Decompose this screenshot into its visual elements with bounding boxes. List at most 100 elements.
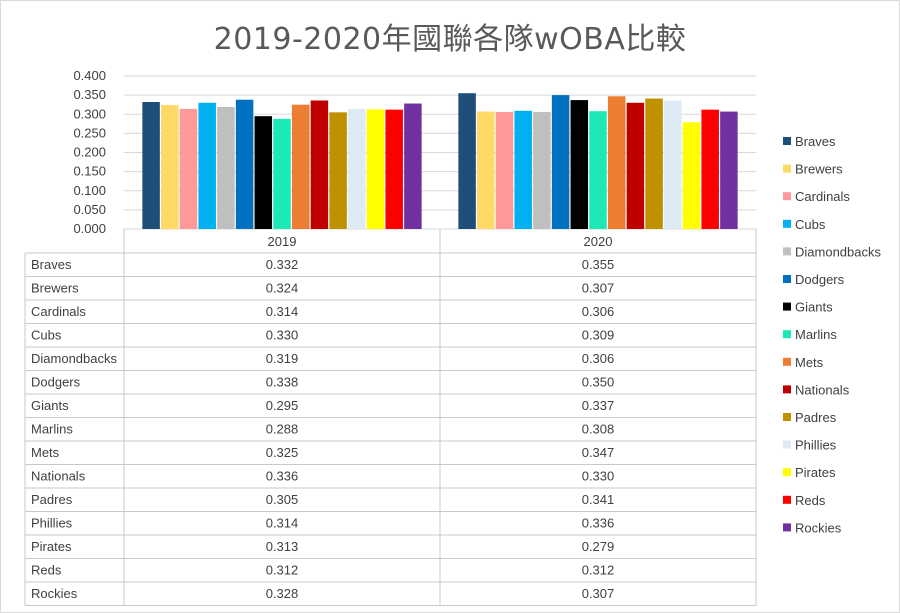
data-label: 0.295 xyxy=(266,398,299,413)
legend-swatch xyxy=(783,495,791,504)
legend-label: Reds xyxy=(795,493,826,508)
data-label: 0.312 xyxy=(266,563,299,578)
table-row-label: Pirates xyxy=(31,539,72,554)
bar xyxy=(607,96,626,230)
table-row-label: Padres xyxy=(31,492,73,507)
bar xyxy=(291,104,310,229)
legend-swatch xyxy=(783,330,791,339)
y-tick-label: 0.050 xyxy=(73,202,106,217)
data-label: 0.330 xyxy=(582,469,615,484)
data-label: 0.332 xyxy=(266,257,299,272)
data-label: 0.319 xyxy=(266,351,299,366)
bar xyxy=(551,95,570,229)
bar xyxy=(570,100,589,229)
x-tick-label: 2020 xyxy=(584,234,613,249)
legend-label: Cubs xyxy=(795,217,826,232)
bar xyxy=(626,102,645,229)
bar xyxy=(329,112,347,229)
data-label: 0.314 xyxy=(266,304,299,319)
bar xyxy=(701,109,719,229)
chart-title: 2019-2020年國聯各隊wOBA比較 xyxy=(213,22,687,57)
table-row-label: Dodgers xyxy=(31,375,81,390)
data-label: 0.314 xyxy=(266,516,299,531)
bar xyxy=(198,102,216,229)
y-tick-label: 0.100 xyxy=(73,183,106,198)
table-row-label: Diamondbacks xyxy=(31,351,117,366)
bar xyxy=(589,111,607,229)
data-label: 0.308 xyxy=(582,422,615,437)
data-label: 0.328 xyxy=(266,586,299,601)
data-label: 0.306 xyxy=(582,351,615,366)
bar xyxy=(235,99,254,229)
legend-label: Padres xyxy=(795,410,837,425)
legend-label: Cardinals xyxy=(795,189,850,204)
y-tick-label: 0.300 xyxy=(73,106,106,121)
bar xyxy=(645,98,663,229)
legend-label: Rockies xyxy=(795,520,842,535)
legend-label: Pirates xyxy=(795,465,836,480)
data-label: 0.312 xyxy=(582,563,615,578)
legend-swatch xyxy=(783,192,791,201)
bar xyxy=(720,111,738,229)
bar xyxy=(385,109,403,229)
y-tick-label: 0.400 xyxy=(73,68,106,83)
bar xyxy=(179,108,198,229)
bar xyxy=(514,110,532,229)
data-label: 0.305 xyxy=(266,492,299,507)
legend-swatch xyxy=(783,440,791,449)
bar xyxy=(366,109,385,229)
legend-swatch xyxy=(783,523,791,532)
legend-label: Diamondbacks xyxy=(795,244,881,259)
legend-label: Brewers xyxy=(795,162,843,177)
bar xyxy=(142,102,160,229)
table-row-label: Cubs xyxy=(31,328,62,343)
legend-swatch xyxy=(783,302,791,311)
bar xyxy=(404,103,422,229)
legend-label: Mets xyxy=(795,355,824,370)
bar xyxy=(495,111,514,229)
bar xyxy=(664,100,682,229)
bar xyxy=(533,111,551,229)
table-row-label: Phillies xyxy=(31,516,73,531)
data-label: 0.355 xyxy=(582,257,615,272)
data-label: 0.288 xyxy=(266,422,299,437)
data-label: 0.347 xyxy=(582,445,615,460)
bar xyxy=(310,100,329,229)
table-row-label: Marlins xyxy=(31,422,73,437)
data-label: 0.336 xyxy=(582,516,615,531)
bar xyxy=(682,122,701,229)
table-row-label: Braves xyxy=(31,257,72,272)
bar xyxy=(458,93,476,230)
data-label: 0.350 xyxy=(582,375,615,390)
legend-swatch xyxy=(783,357,791,366)
table-row-label: Brewers xyxy=(31,281,79,296)
legend-swatch xyxy=(783,247,791,256)
bar xyxy=(254,116,273,229)
legend-label: Braves xyxy=(795,134,836,149)
table-row-label: Rockies xyxy=(31,586,78,601)
bar xyxy=(161,105,179,229)
data-label: 0.325 xyxy=(266,445,299,460)
legend-label: Giants xyxy=(795,300,833,315)
y-tick-label: 0.000 xyxy=(73,221,106,236)
data-label: 0.336 xyxy=(266,469,299,484)
legend-swatch xyxy=(783,413,791,421)
data-label: 0.324 xyxy=(266,281,299,296)
legend-swatch xyxy=(783,164,791,173)
data-label: 0.338 xyxy=(266,375,299,390)
legend-swatch xyxy=(783,275,791,283)
legend-swatch xyxy=(783,468,791,477)
y-tick-label: 0.350 xyxy=(73,87,106,102)
data-label: 0.307 xyxy=(582,281,615,296)
y-tick-label: 0.150 xyxy=(73,164,106,179)
table-row-label: Cardinals xyxy=(31,304,86,319)
bar xyxy=(477,111,495,229)
legend-label: Marlins xyxy=(795,327,837,342)
bar xyxy=(348,108,366,229)
bar xyxy=(273,118,291,229)
data-label: 0.307 xyxy=(582,586,615,601)
data-label: 0.341 xyxy=(582,492,615,507)
data-label: 0.279 xyxy=(582,539,615,554)
legend-swatch xyxy=(783,137,791,145)
